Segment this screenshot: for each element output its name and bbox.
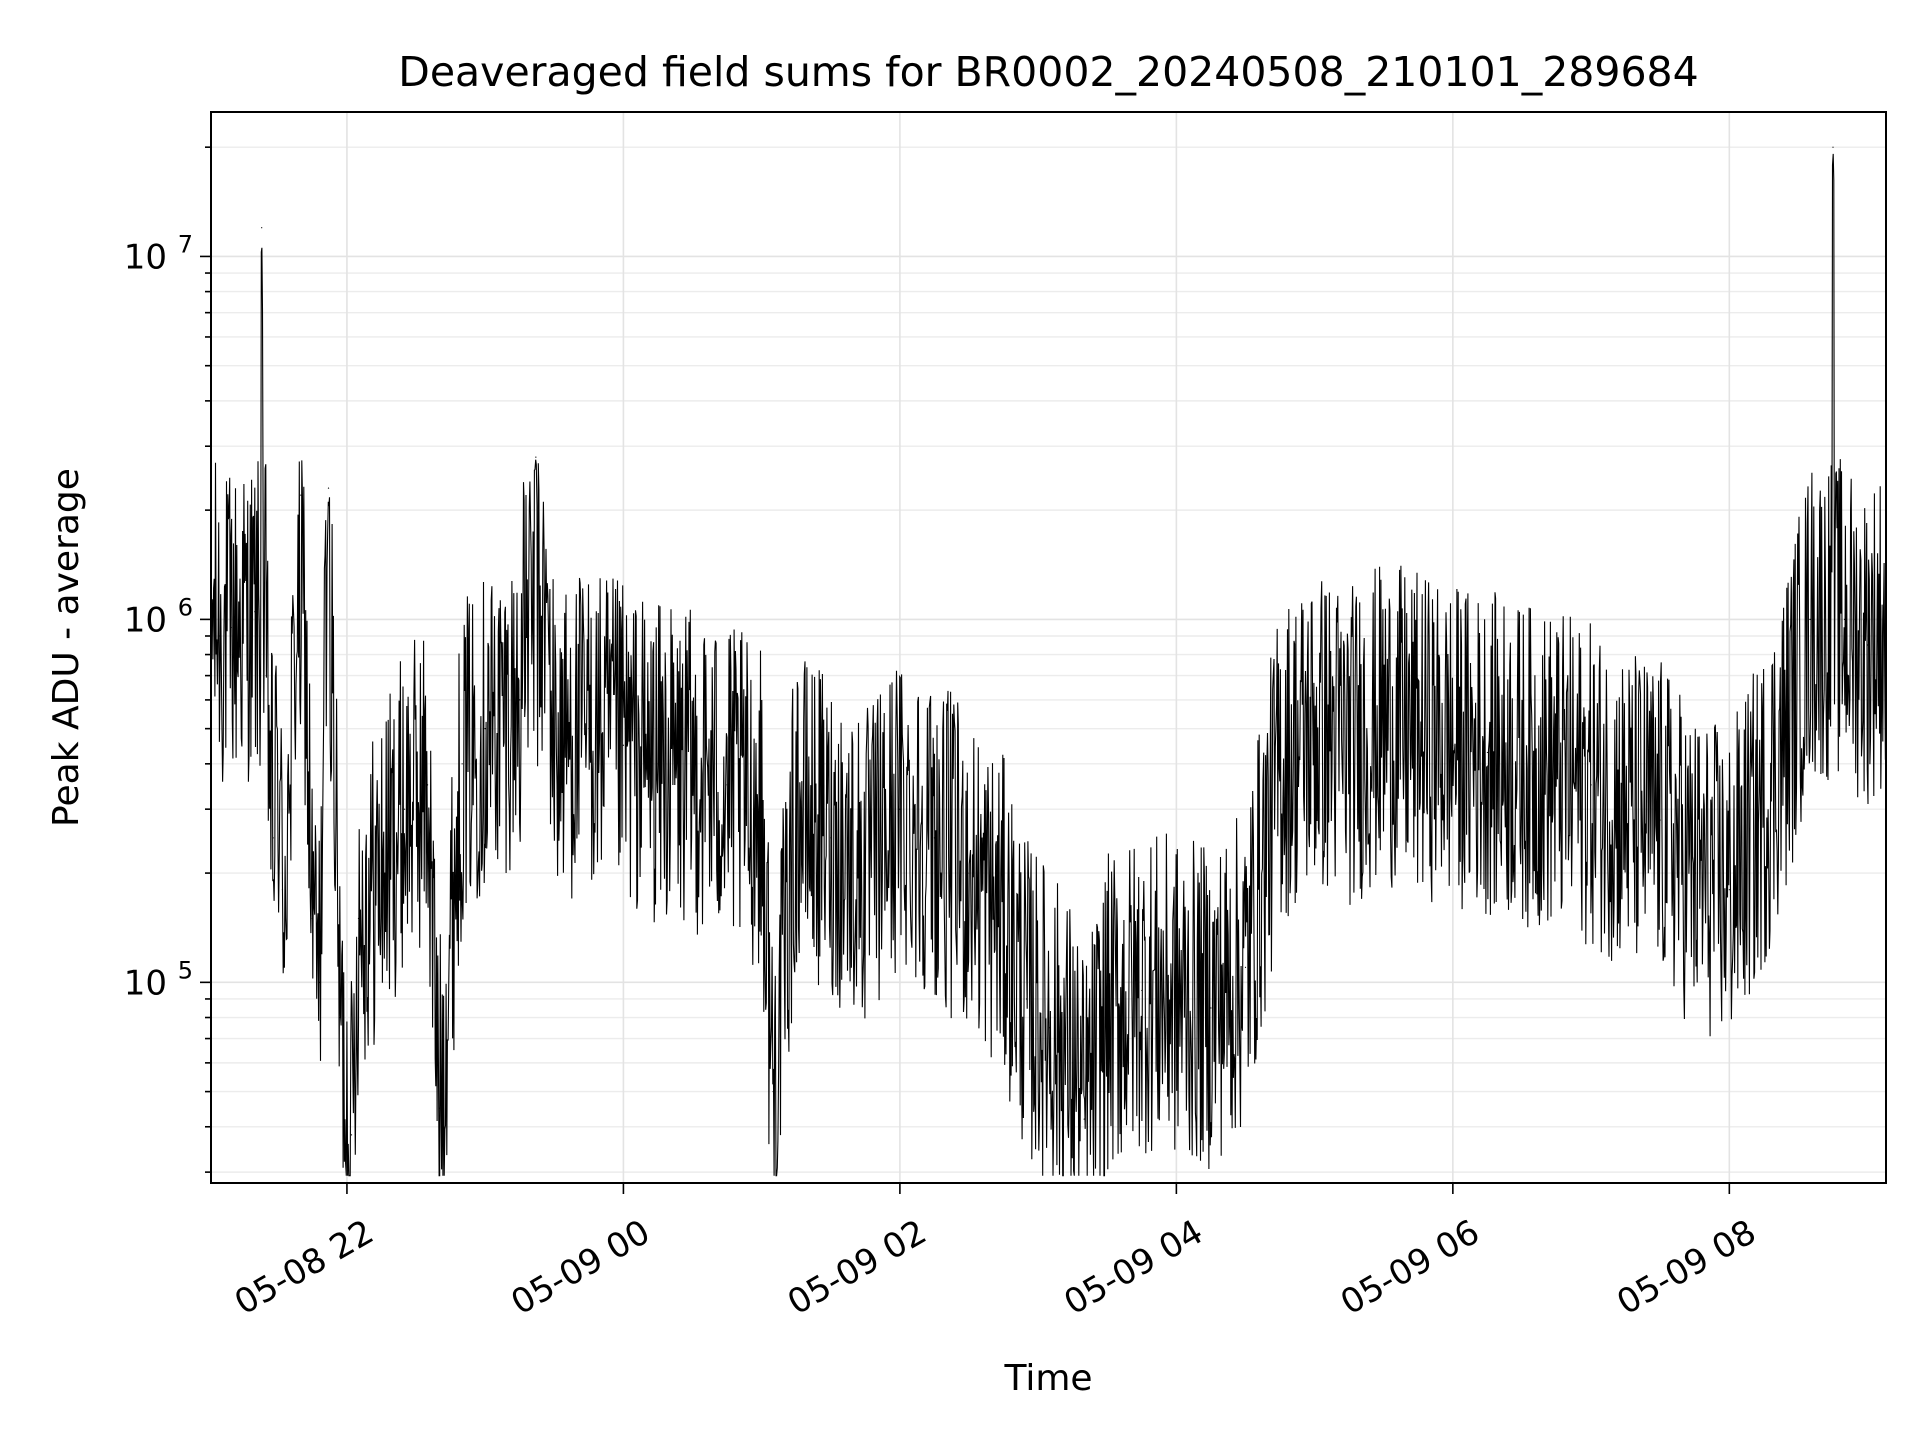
data-point [1809,618,1811,620]
data-point [231,626,233,629]
data-point [588,728,590,730]
data-point [1106,1016,1108,1019]
data-point [300,494,302,496]
data-point [1049,1027,1051,1029]
data-point [380,872,383,874]
x-tick-label: 05-09 02 [781,1212,933,1323]
y-tick-label: 10 [124,237,167,277]
data-point [795,808,797,810]
y-axis-label: Peak ADU - average [46,468,87,827]
data-point [657,763,659,765]
data-point [1002,917,1005,920]
data-point [1728,889,1730,891]
data-point [519,699,521,701]
data-point [281,889,284,891]
series-line [210,153,1887,1177]
data-point [318,981,320,983]
data-point [254,611,256,613]
chart-title: Deaveraged field sums for BR0002_2024050… [398,48,1698,96]
data-point [403,808,406,810]
data-point [272,837,274,839]
data-point [1694,872,1696,874]
data-point [830,837,832,839]
data-point [242,618,244,620]
x-axis-label: Time [1003,1358,1092,1399]
data-point [1279,763,1281,765]
data-point [691,771,694,773]
data-point [772,1091,774,1093]
data-point [933,837,936,839]
data-point [1141,989,1143,992]
data-point [864,872,866,874]
data-point [1452,744,1454,746]
data-point [438,1107,440,1109]
data-point [484,728,486,730]
data-point [350,1134,353,1136]
data-point [1244,966,1247,968]
data-point [1383,721,1385,724]
data-point [535,456,537,458]
data-point [622,744,625,746]
data-point [277,763,279,765]
data-point [357,917,360,920]
y-tick-label: 10 [124,600,167,640]
x-tick-label: 05-08 22 [228,1212,380,1323]
data-point [261,227,263,229]
data-point [1820,577,1823,579]
data-point [1486,751,1489,754]
data-point [461,763,463,765]
data-point [311,917,313,920]
y-tick-exponent: 5 [178,956,193,984]
x-tick-label: 05-09 06 [1334,1212,1486,1323]
data-point [1072,1062,1074,1064]
data-point [1555,771,1558,773]
data-point [553,744,555,746]
data-point [1625,808,1627,810]
data-point [761,808,763,810]
data-point [1878,626,1880,629]
x-tick-label: 05-09 04 [1057,1212,1209,1323]
data-point [1786,728,1788,730]
data-point [1417,734,1419,736]
data-point [899,808,901,810]
data-point [1026,998,1028,1000]
y-tick-exponent: 6 [178,593,193,621]
data-point [327,487,330,489]
data-point [339,1016,341,1019]
data-point [968,872,970,874]
plot-frame [210,111,1887,1184]
data-point [219,635,221,637]
data-point [1763,808,1765,810]
data-point [1314,728,1316,730]
data-point [1866,644,1869,646]
data-point [1210,1007,1212,1009]
x-tick-label: 05-09 00 [505,1212,657,1323]
data-point [1521,763,1523,765]
data-point [1348,744,1350,746]
x-tick-label: 05-09 08 [1610,1212,1762,1323]
data-point [1659,819,1661,821]
data-point [288,808,290,810]
y-tick-label: 10 [124,963,167,1003]
data-point [1590,784,1592,786]
data-point [1832,146,1834,148]
data-point [426,784,429,786]
data-point [726,784,728,786]
data-point [1175,998,1177,1000]
data-point [265,675,267,677]
series-layer [210,146,1887,1177]
data-point [1083,1118,1085,1120]
data-point [1843,618,1846,620]
data-point [1855,635,1857,637]
y-tick-exponent: 7 [178,230,193,258]
